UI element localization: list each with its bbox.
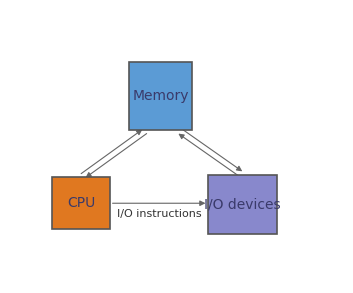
FancyBboxPatch shape [129, 62, 192, 130]
FancyArrowPatch shape [81, 130, 141, 174]
Text: Memory: Memory [132, 89, 189, 103]
FancyArrowPatch shape [86, 134, 146, 177]
FancyArrowPatch shape [183, 130, 241, 171]
FancyBboxPatch shape [52, 177, 110, 229]
FancyArrowPatch shape [113, 201, 204, 205]
Text: CPU: CPU [67, 196, 95, 210]
FancyBboxPatch shape [208, 175, 277, 234]
FancyArrowPatch shape [179, 134, 238, 176]
Text: I/O devices: I/O devices [204, 197, 281, 211]
Text: I/O instructions: I/O instructions [117, 209, 201, 219]
